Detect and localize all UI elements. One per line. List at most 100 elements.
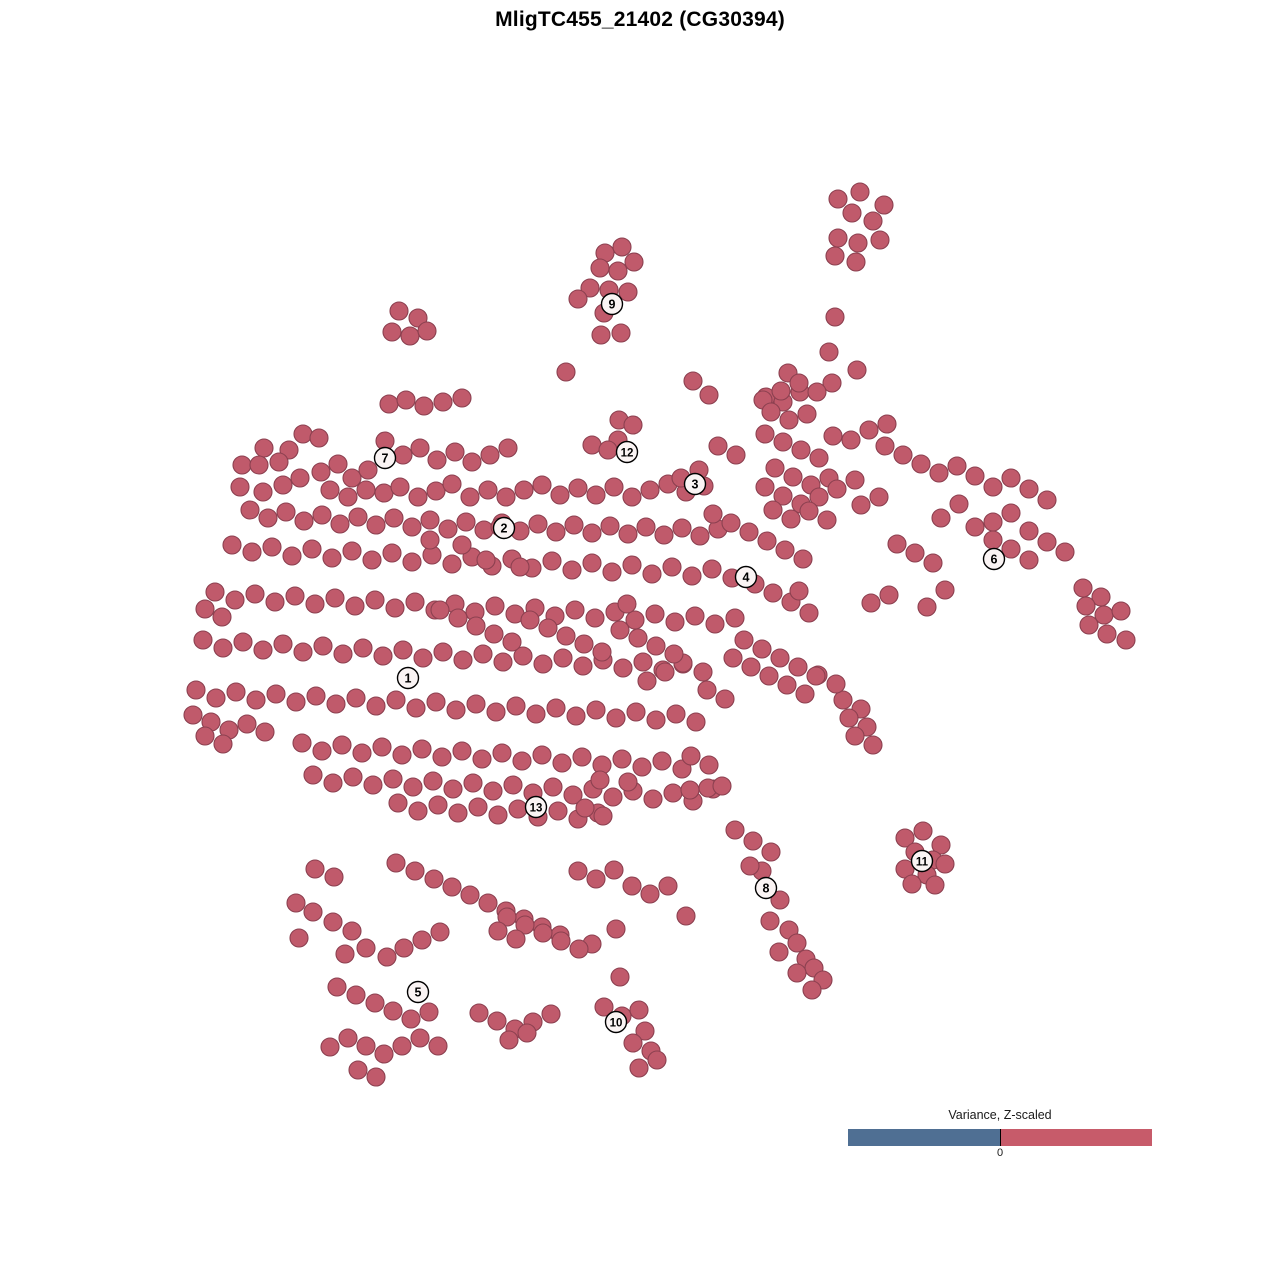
cluster-label-text: 7 [382,451,389,465]
data-point [356,480,376,500]
cluster-label-6[interactable]: 6 [982,547,1006,571]
data-point [417,321,437,341]
data-point [635,1021,655,1041]
data-point [374,1044,394,1064]
data-point [463,773,483,793]
data-point [905,543,925,563]
data-point [913,821,933,841]
cluster-label-10[interactable]: 10 [604,1010,628,1034]
data-point [902,874,922,894]
cluster-label-7[interactable]: 7 [373,446,397,470]
data-point [761,402,781,422]
data-point [393,445,413,465]
data-point [592,642,612,662]
data-point [503,775,523,795]
data-point [383,1001,403,1021]
data-point [664,644,684,664]
data-point [253,482,273,502]
cluster-label-2[interactable]: 2 [492,516,516,540]
data-point [273,634,293,654]
cluster-label-text: 11 [916,856,929,868]
data-point [586,869,606,889]
data-point [652,751,672,771]
data-point [496,487,516,507]
cluster-label-text: 6 [991,552,998,566]
data-point [430,600,450,620]
data-point [779,410,799,430]
data-point [726,445,746,465]
cluster-label-text: 12 [621,447,634,459]
data-point [293,424,313,444]
data-point [983,477,1003,497]
data-point [875,436,895,456]
data-point [629,1000,649,1020]
data-point [655,662,675,682]
data-point [506,929,526,949]
data-point [585,608,605,628]
cluster-label-3[interactable]: 3 [683,472,707,496]
data-point [874,195,894,215]
data-point [1073,578,1093,598]
data-point [348,507,368,527]
data-point [542,551,562,571]
data-point [949,494,969,514]
data-point [245,584,265,604]
data-point [826,674,846,694]
data-point [789,581,809,601]
cluster-label-11[interactable]: 11 [910,849,934,873]
data-point [213,638,233,658]
data-point [603,787,623,807]
data-point [510,557,530,577]
data-point [484,624,504,644]
data-point [186,680,206,700]
data-point [548,801,568,821]
data-point [608,261,628,281]
cluster-label-badge [754,876,778,900]
data-point [460,487,480,507]
data-point [412,739,432,759]
data-point [442,877,462,897]
data-point [1116,630,1136,650]
data-point [861,593,881,613]
data-point [752,639,772,659]
data-point [797,404,817,424]
data-point [443,779,463,799]
cluster-label-8[interactable]: 8 [754,876,778,900]
data-point [335,944,355,964]
data-point [195,599,215,619]
data-point [983,530,1003,550]
data-point [389,301,409,321]
data-point [365,993,385,1013]
data-point [230,477,250,497]
data-point [741,657,761,677]
data-point [352,743,372,763]
data-point [563,785,583,805]
data-point [662,557,682,577]
data-point [385,598,405,618]
data-point [486,702,506,722]
data-point [1001,539,1021,559]
data-point [618,524,638,544]
data-point [312,505,332,525]
data-point [453,650,473,670]
data-point [541,1004,561,1024]
data-point [983,512,1003,532]
cluster-label-1[interactable]: 1 [396,666,420,690]
cluster-label-9[interactable]: 9 [600,292,624,316]
data-point [640,884,660,904]
data-point [770,648,790,668]
cluster-label-12[interactable]: 12 [615,440,639,464]
data-point [799,501,819,521]
data-point [550,485,570,505]
cluster-label-13[interactable]: 13 [524,795,548,819]
data-point [401,1009,421,1029]
data-point [646,710,666,730]
data-point [193,630,213,650]
data-point [253,640,273,660]
cluster-label-4[interactable]: 4 [734,565,758,589]
data-point [332,735,352,755]
data-point [606,919,626,939]
data-point [456,512,476,532]
cluster-label-5[interactable]: 5 [406,980,430,1004]
data-point [693,662,713,682]
